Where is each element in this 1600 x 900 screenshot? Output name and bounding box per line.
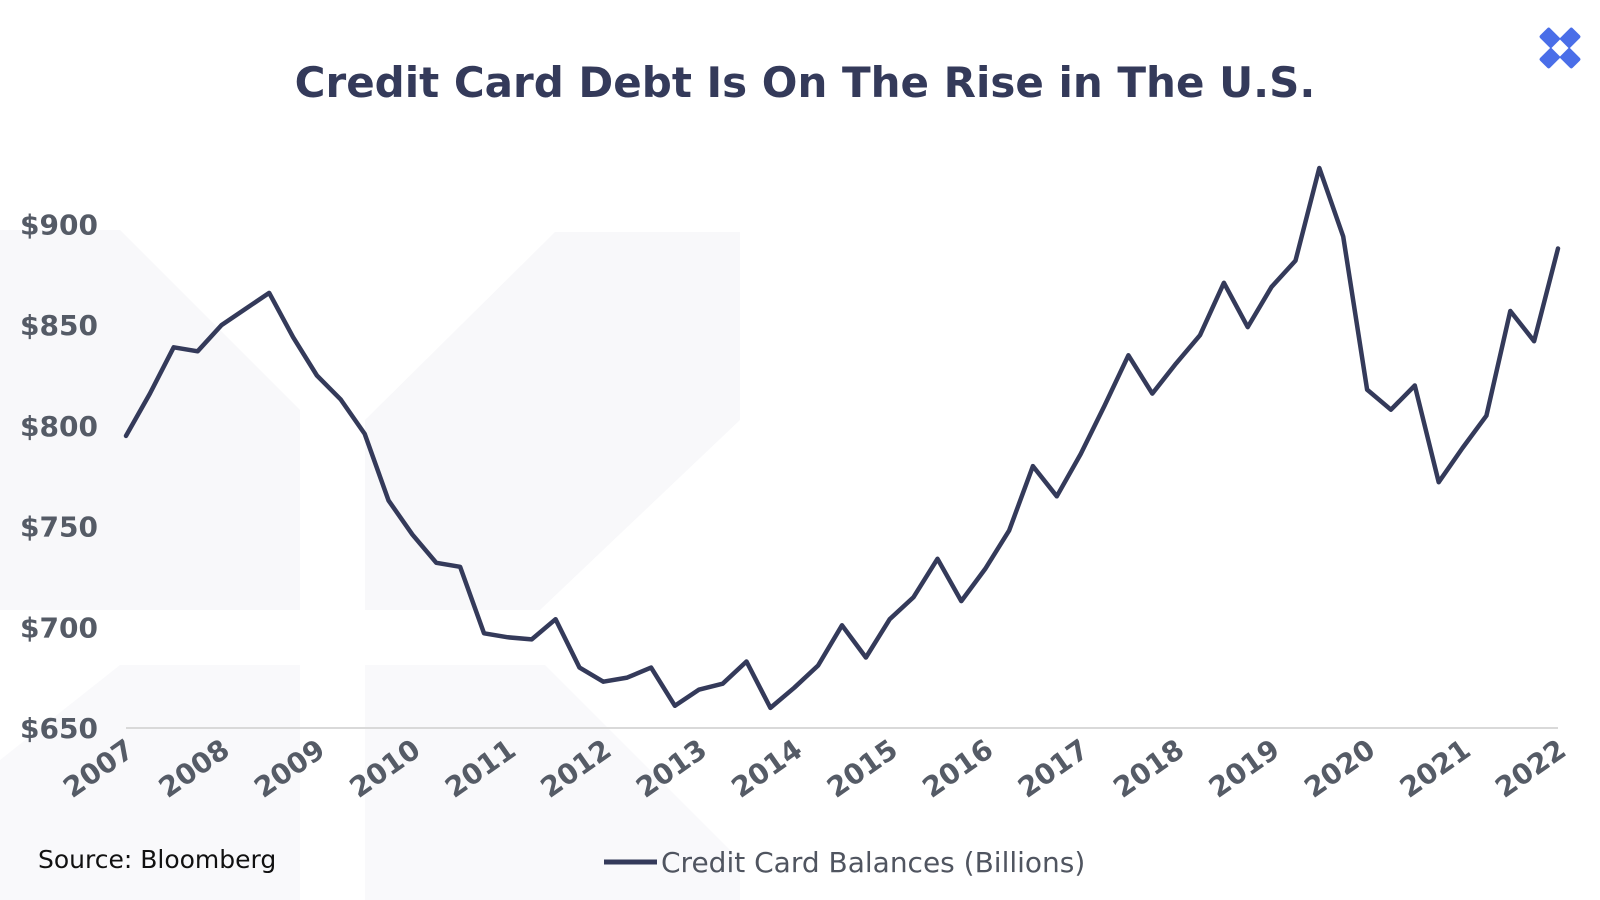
y-tick-label: $850 [20, 309, 98, 342]
y-tick-label: $900 [20, 208, 98, 241]
x-tick-label: 2020 [1298, 733, 1381, 805]
y-tick-label: $700 [20, 611, 98, 644]
x-tick-label: 2018 [1107, 733, 1190, 805]
watermark-shape-center [365, 232, 740, 610]
background-watermark [0, 230, 740, 900]
x-tick-label: 2019 [1203, 733, 1286, 805]
y-axis: $650 $700 $750 $800 $850 $900 [20, 208, 98, 745]
series-line [123, 165, 1561, 711]
x-tick-label: 2015 [821, 733, 904, 805]
x-tick-label: 2022 [1489, 733, 1572, 805]
x-tick-label: 2017 [1012, 733, 1095, 805]
x-tick-label: 2014 [726, 733, 809, 805]
y-tick-label: $750 [20, 511, 98, 544]
x-tick-label: 2016 [916, 733, 999, 805]
source-note: Source: Bloomberg [38, 845, 276, 874]
legend-label: Credit Card Balances (Billions) [661, 846, 1085, 879]
watermark-shape-bottom-left [0, 665, 300, 900]
y-tick-label: $650 [20, 712, 98, 745]
plot-area [123, 165, 1561, 711]
watermark-shape-bottom-center [365, 665, 740, 900]
x-logo-icon [1539, 27, 1581, 69]
y-tick-label: $800 [20, 410, 98, 443]
x-tick-label: 2021 [1394, 733, 1477, 805]
chart-title: Credit Card Debt Is On The Rise in The U… [295, 58, 1316, 107]
legend: Credit Card Balances (Billions) [604, 846, 1085, 879]
watermark-shape-left [0, 230, 300, 610]
